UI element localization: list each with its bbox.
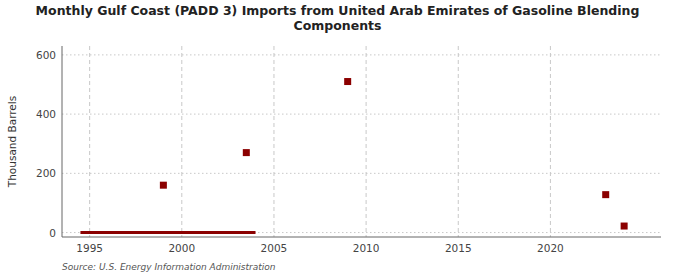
grid	[62, 46, 661, 237]
x-grid-line	[89, 46, 90, 237]
point	[160, 182, 167, 189]
y-axis-label: Thousand Barrels	[6, 96, 18, 188]
chart: Monthly Gulf Coast (PADD 3) Imports from…	[0, 0, 675, 275]
x-tick-label: 2020	[537, 242, 564, 254]
x-grid-line	[366, 46, 367, 237]
point	[344, 78, 351, 85]
title: Monthly Gulf Coast (PADD 3) Imports from…	[36, 3, 640, 33]
x-tick-label: 2005	[261, 242, 288, 254]
y-grid-line	[62, 232, 661, 233]
x-tick-label: 1995	[76, 242, 103, 254]
x-tick-label: 2000	[168, 242, 195, 254]
x-tick-label: 2010	[353, 242, 380, 254]
point	[243, 149, 250, 156]
x-axis-line	[62, 237, 661, 238]
x-grid-line	[181, 46, 182, 237]
y-axis-line	[62, 46, 63, 237]
x-grid-line	[550, 46, 551, 237]
y-grid-line	[62, 173, 661, 174]
x-tick-label: 2015	[445, 242, 472, 254]
y-tick-label: 400	[36, 108, 56, 120]
plot-area	[80, 78, 627, 233]
point	[602, 191, 609, 198]
y-tick-label: 200	[36, 167, 56, 179]
line	[80, 231, 255, 234]
y-grid-line	[62, 54, 661, 55]
y-tick-label: 600	[36, 49, 56, 61]
x-grid-line	[273, 46, 274, 237]
y-tick-label: 0	[49, 227, 56, 239]
point	[621, 223, 628, 230]
y-grid-line	[62, 114, 661, 115]
x-grid-line	[458, 46, 459, 237]
source-note: Source: U.S. Energy Information Administ…	[62, 262, 276, 272]
